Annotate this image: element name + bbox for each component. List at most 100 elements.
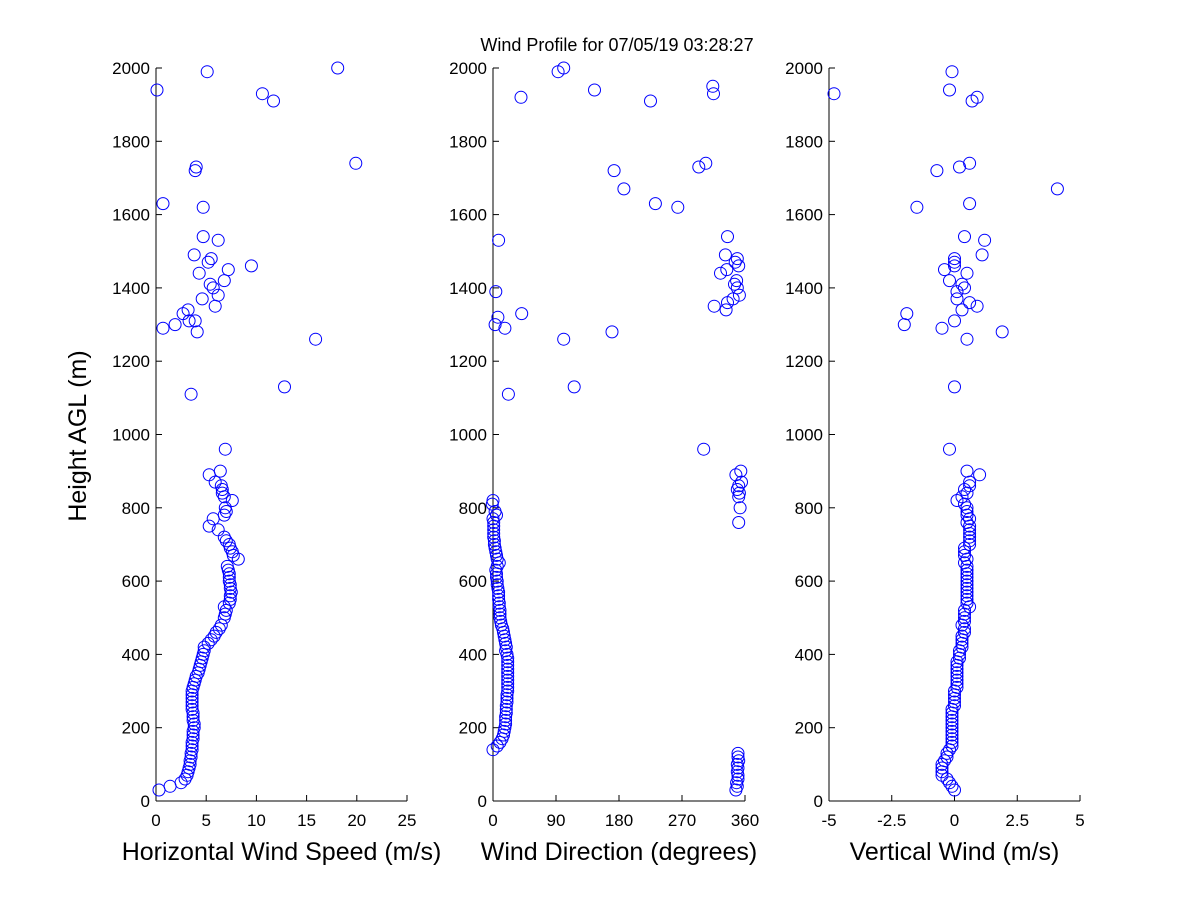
vertical-data-point <box>970 90 984 104</box>
direction-data-point <box>501 680 515 694</box>
vertical-data-point <box>995 325 1009 339</box>
direction-data-point <box>514 90 528 104</box>
speed-data-point <box>220 559 234 573</box>
speed-data-point <box>174 776 188 790</box>
direction-data-point <box>488 505 502 518</box>
speed-x-axis-label: Horizontal Wind Speed (m/s) <box>122 838 442 866</box>
speed-data-point <box>222 570 236 584</box>
speed-data-point <box>204 252 218 266</box>
speed-data-point <box>185 739 199 753</box>
speed-data-point <box>156 197 170 211</box>
direction-data-point <box>557 332 571 346</box>
direction-data-point <box>490 570 503 584</box>
speed-data-point <box>217 274 231 288</box>
vertical-data-point <box>945 728 959 742</box>
vertical-data-point <box>948 695 961 709</box>
vertical-data-point <box>1050 182 1064 196</box>
speed-data-point <box>255 87 269 101</box>
direction-data-point <box>486 743 500 757</box>
speed-data-point <box>208 299 222 313</box>
speed-data-point <box>203 277 217 291</box>
speed-data-point <box>188 314 202 328</box>
vertical-y-tick-label: 1400 <box>785 279 823 298</box>
speed-y-tick-label: 2000 <box>112 59 150 78</box>
direction-x-tick-label: 270 <box>668 811 696 830</box>
vertical-data-point <box>973 468 987 482</box>
direction-data-point <box>501 655 515 669</box>
vertical-data-point <box>963 296 977 310</box>
direction-data-point <box>728 277 741 291</box>
direction-data-point <box>501 673 515 687</box>
direction-data-point <box>499 713 513 727</box>
speed-data-point <box>206 281 220 295</box>
direction-y-tick-label: 1000 <box>449 426 487 445</box>
direction-data-point <box>491 310 505 324</box>
direction-panel: 0 200 400 600 800 1000 1200 1400 1600 1800 2000 0 90… <box>449 59 759 866</box>
speed-data-point <box>214 479 228 493</box>
vertical-x-tick-label: -2.5 <box>877 811 906 830</box>
speed-data-point <box>201 255 215 269</box>
vertical-data-point <box>940 746 954 760</box>
direction-data-point <box>648 197 662 211</box>
vertical-data-point <box>955 303 969 317</box>
vertical-y-tick-label: 400 <box>795 645 823 664</box>
vertical-y-tick-label: 0 <box>814 792 823 811</box>
direction-data-point <box>500 691 514 705</box>
vertical-data-point <box>958 622 971 636</box>
speed-data-point <box>221 263 235 277</box>
direction-data-point <box>731 750 745 764</box>
speed-data-point <box>196 200 210 214</box>
speed-y-tick-label: 600 <box>122 572 150 591</box>
vertical-y-tick-label: 600 <box>795 572 823 591</box>
speed-x-tick-label: 5 <box>201 811 210 830</box>
chart-title: Wind Profile for 07/05/19 03:28:27 <box>480 35 753 55</box>
vertical-data-point <box>897 318 911 332</box>
direction-x-tick-label: 360 <box>731 811 759 830</box>
vertical-data-point <box>960 578 974 592</box>
speed-data-point <box>223 581 237 595</box>
direction-data-point <box>499 706 513 720</box>
direction-data-point <box>731 746 745 760</box>
speed-data-point <box>190 325 204 339</box>
direction-data-point <box>730 281 744 295</box>
speed-y-tick-label: 1800 <box>112 132 150 151</box>
vertical-data-point <box>955 629 969 643</box>
vertical-data-point <box>958 611 971 625</box>
direction-data-point <box>726 292 740 306</box>
speed-data-point <box>197 640 211 654</box>
vertical-data-point <box>960 501 974 515</box>
vertical-data-point <box>955 640 969 654</box>
speed-y-tick-label: 1400 <box>112 279 150 298</box>
vertical-data-point <box>963 534 977 548</box>
direction-data-point <box>501 677 515 691</box>
direction-data-point <box>731 772 745 786</box>
direction-data-point <box>490 578 504 592</box>
speed-y-tick-label: 0 <box>141 792 150 811</box>
speed-data-point <box>223 592 237 606</box>
direction-data-point <box>721 230 734 244</box>
speed-y-tick-label: 800 <box>122 499 150 518</box>
speed-points <box>150 61 363 797</box>
speed-data-point <box>176 307 190 321</box>
vertical-data-point <box>945 717 959 731</box>
direction-data-point <box>732 479 746 493</box>
direction-x-tick-label: 0 <box>488 811 497 830</box>
vertical-data-point <box>960 563 974 577</box>
speed-data-point <box>218 501 232 515</box>
vertical-data-point <box>945 735 959 749</box>
direction-y-tick-label: 1200 <box>449 352 487 371</box>
vertical-data-point <box>960 589 974 603</box>
vertical-data-point <box>945 713 959 727</box>
direction-data-point <box>733 501 747 515</box>
vertical-data-point <box>960 581 974 595</box>
vertical-x-tick-label: -5 <box>821 811 836 830</box>
direction-data-point <box>492 600 506 614</box>
speed-data-point <box>185 743 199 757</box>
speed-data-point <box>349 156 363 170</box>
direction-data-point <box>699 156 713 170</box>
direction-points <box>485 61 748 797</box>
direction-x-tick-label: 90 <box>547 811 566 830</box>
direction-data-point <box>501 684 515 698</box>
vertical-data-point <box>960 464 974 478</box>
speed-data-point <box>187 248 201 262</box>
